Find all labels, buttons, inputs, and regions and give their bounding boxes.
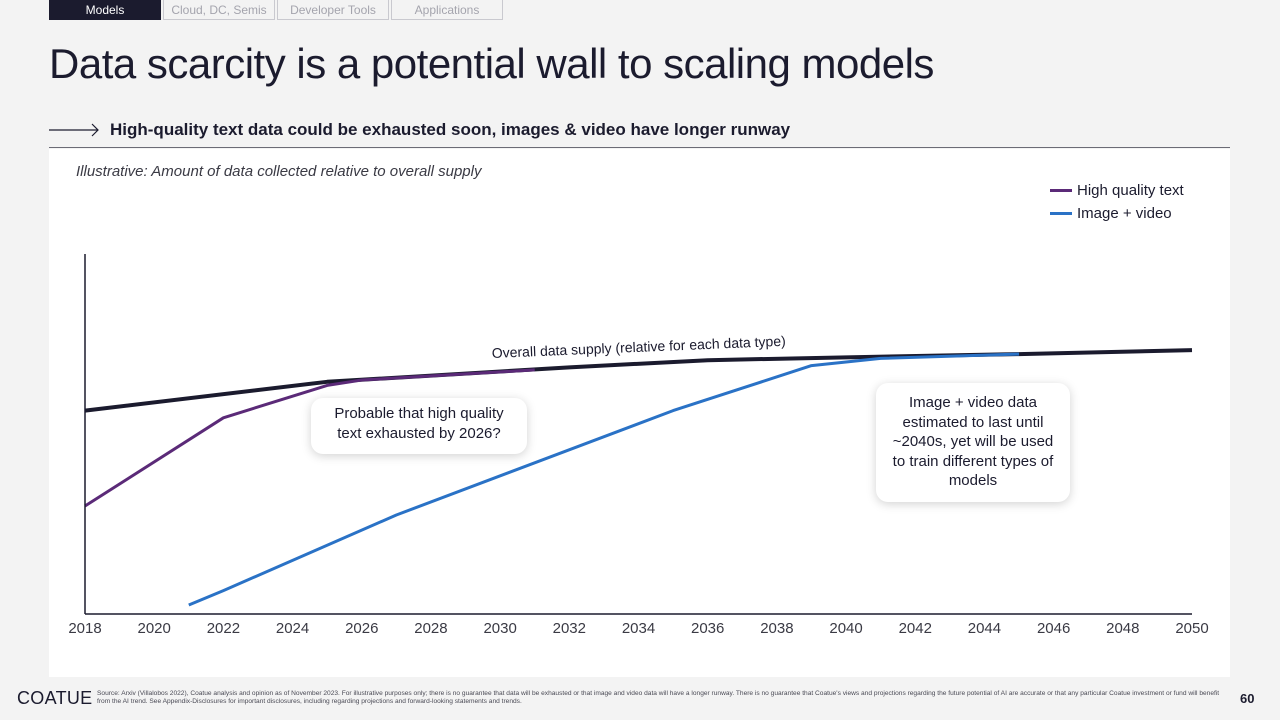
legend-swatch-image — [1050, 212, 1072, 215]
tab-models[interactable]: Models — [49, 0, 161, 20]
brand-logo: COATUE — [17, 688, 93, 708]
x-tick-label: 2032 — [553, 620, 586, 637]
page-title: Data scarcity is a potential wall to sca… — [49, 40, 934, 87]
x-tick-label: 2044 — [968, 620, 1001, 637]
subtitle-row: High-quality text data could be exhauste… — [49, 120, 790, 140]
chart-note: Illustrative: Amount of data collected r… — [76, 163, 482, 180]
x-tick-label: 2046 — [1037, 620, 1070, 637]
legend-item-image: Image + video — [1050, 202, 1184, 225]
page-number: 60 — [1240, 691, 1255, 706]
legend-item-text: High quality text — [1050, 179, 1184, 202]
callout-image-label: Image + video data estimated to last unt… — [892, 394, 1054, 489]
x-tick-label: 2036 — [691, 620, 724, 637]
subtitle: High-quality text data could be exhauste… — [110, 120, 791, 139]
callout-text-exhausted: Probable that high quality text exhauste… — [311, 398, 527, 454]
x-tick-label: 2038 — [760, 620, 793, 637]
tab-applications[interactable]: Applications — [391, 0, 503, 20]
x-tick-label: 2026 — [345, 620, 378, 637]
x-tick-label: 2040 — [829, 620, 862, 637]
divider — [49, 147, 1230, 148]
tab-cloud-dc-semis[interactable]: Cloud, DC, Semis — [163, 0, 275, 20]
x-tick-label: 2024 — [276, 620, 309, 637]
legend-label-text: High quality text — [1077, 182, 1184, 199]
overall-supply-annotation: Overall data supply (relative for each d… — [491, 333, 786, 361]
x-tick-label: 2050 — [1175, 620, 1208, 637]
arrow-right-icon — [49, 123, 99, 137]
x-tick-label: 2018 — [68, 620, 101, 637]
chart-legend: High quality text Image + video — [1050, 179, 1184, 225]
callout-text-label: Probable that high quality text exhauste… — [334, 405, 504, 442]
x-tick-label: 2028 — [414, 620, 447, 637]
x-tick-label: 2048 — [1106, 620, 1139, 637]
series-line-high-quality-text — [84, 368, 535, 508]
section-tabs: Models Cloud, DC, Semis Developer Tools … — [49, 0, 505, 21]
x-tick-label: 2022 — [207, 620, 240, 637]
callout-image-video: Image + video data estimated to last unt… — [876, 383, 1070, 502]
tab-developer-tools[interactable]: Developer Tools — [277, 0, 389, 20]
x-tick-label: 2020 — [138, 620, 171, 637]
x-tick-label: 2042 — [899, 620, 932, 637]
source-note: Source: Arxiv (Villalobos 2022), Coatue … — [97, 690, 1220, 705]
x-tick-label: 2034 — [622, 620, 655, 637]
legend-label-image: Image + video — [1077, 205, 1172, 222]
x-tick-label: 2030 — [483, 620, 516, 637]
series-line-image-video — [188, 352, 1020, 607]
legend-swatch-text — [1050, 189, 1072, 192]
